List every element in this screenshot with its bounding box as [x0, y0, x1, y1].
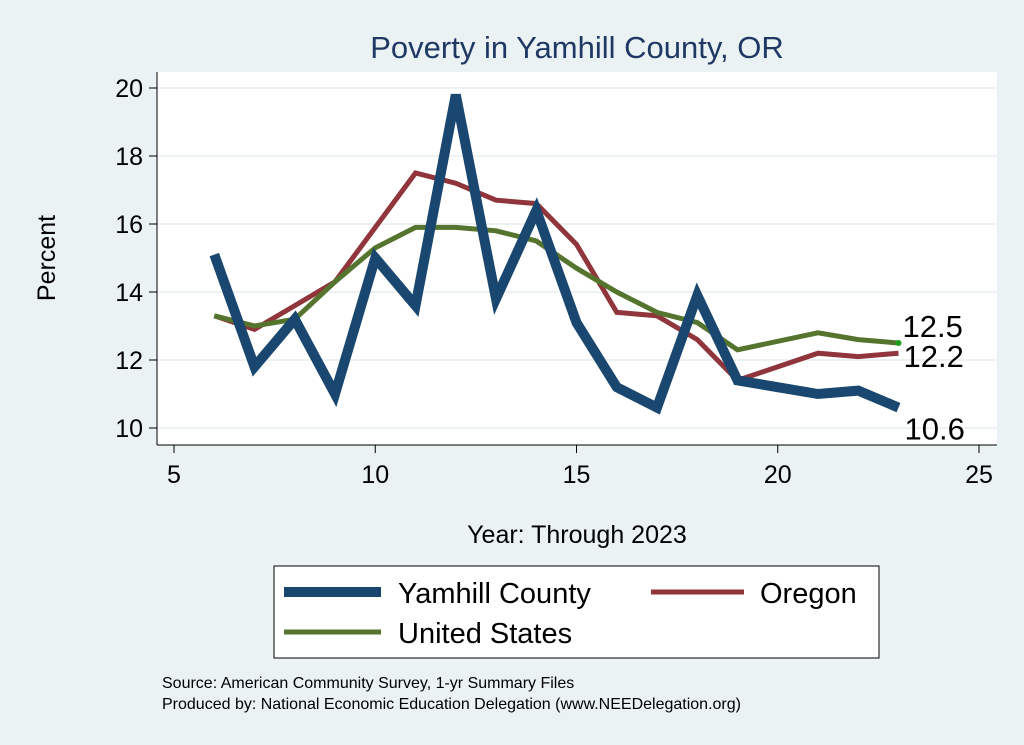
legend-box [273, 565, 880, 659]
legend: Yamhill County Oregon United States [273, 565, 880, 659]
series-line-yamhill [209, 93, 901, 415]
y-tick-label-14: 14 [115, 279, 143, 307]
legend-label-yamhill: Yamhill County [398, 578, 591, 610]
chart-title: Poverty in Yamhill County, OR [370, 30, 784, 65]
y-tick-label-16: 16 [115, 211, 143, 239]
legend-label-oregon: Oregon [760, 578, 857, 610]
end-label-oregon: 12.2 [904, 339, 964, 374]
series-lines [209, 93, 901, 415]
y-tick-label-18: 18 [115, 143, 143, 171]
source-line: Source: American Community Survey, 1-yr … [162, 675, 574, 692]
plot-area [157, 72, 997, 445]
x-tick-label-10: 10 [361, 461, 389, 489]
x-tick-label-15: 15 [563, 461, 591, 489]
end-labels: 10.6 12.212.5 [895, 309, 965, 447]
x-tick-label-25: 25 [965, 461, 993, 489]
end-marker-united-states [895, 340, 902, 346]
x-axis-ticks: 5 10 15 20 25 [167, 445, 993, 489]
y-axis-ticks: 10 12 14 16 18 20 [115, 75, 157, 443]
end-label-yamhill: 10.6 [905, 412, 965, 447]
y-tick-label-20: 20 [115, 75, 143, 103]
legend-label-united-states: United States [398, 618, 572, 650]
x-axis-label: Year: Through 2023 [467, 521, 687, 549]
x-tick-label-5: 5 [167, 461, 181, 489]
series-line-united-states [213, 224, 899, 353]
grid-lines [157, 87, 997, 429]
produced-by-line: Produced by: National Economic Education… [162, 696, 741, 713]
y-tick-label-12: 12 [115, 347, 143, 375]
x-tick-label-20: 20 [764, 461, 792, 489]
end-label-united-states: 12.5 [903, 309, 963, 344]
y-axis-label: Percent [33, 215, 61, 301]
y-tick-label-10: 10 [115, 415, 143, 443]
